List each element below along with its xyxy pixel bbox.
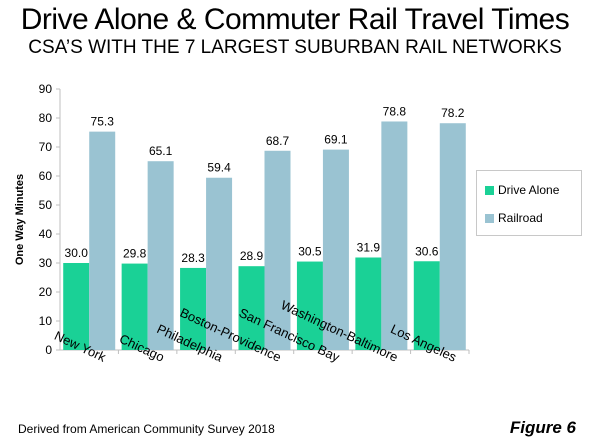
bar-railroad-los-angeles bbox=[439, 123, 466, 350]
y-tick-label: 60 bbox=[39, 169, 53, 183]
data-label-railroad-chicago: 65.1 bbox=[149, 144, 173, 158]
y-tick-label: 0 bbox=[45, 343, 52, 357]
chart-title: Drive Alone & Commuter Rail Travel Times bbox=[20, 3, 570, 36]
bar-railroad-chicago bbox=[147, 161, 174, 350]
data-label-railroad-san-francisco-bay: 69.1 bbox=[324, 133, 348, 147]
data-label-drive-alone-new-york: 30.0 bbox=[65, 246, 89, 260]
y-tick-label: 10 bbox=[39, 314, 53, 328]
y-tick-label: 30 bbox=[39, 256, 53, 270]
bar-drive-alone-boston-providence bbox=[238, 266, 265, 350]
legend-item-drive-alone: Drive Alone bbox=[485, 182, 559, 198]
data-label-railroad-new-york: 75.3 bbox=[91, 115, 115, 129]
data-label-railroad-los-angeles: 78.2 bbox=[441, 106, 465, 120]
data-label-railroad-washington-baltimore: 78.8 bbox=[383, 104, 407, 118]
source-note: Derived from American Community Survey 2… bbox=[18, 422, 275, 436]
bar-railroad-washington-baltimore bbox=[381, 121, 408, 350]
data-label-drive-alone-boston-providence: 28.9 bbox=[240, 249, 264, 263]
legend-item-railroad: Railroad bbox=[485, 210, 543, 226]
data-label-drive-alone-philadelphia: 28.3 bbox=[181, 251, 205, 265]
data-label-railroad-philadelphia: 59.4 bbox=[207, 161, 231, 175]
data-label-drive-alone-los-angeles: 30.6 bbox=[415, 244, 439, 258]
data-label-drive-alone-chicago: 29.8 bbox=[123, 247, 147, 261]
bar-drive-alone-chicago bbox=[121, 263, 148, 350]
legend-label-railroad: Railroad bbox=[498, 211, 543, 225]
bar-drive-alone-philadelphia bbox=[180, 267, 207, 350]
y-tick-label: 70 bbox=[39, 140, 53, 154]
y-tick-label: 40 bbox=[39, 227, 53, 241]
bar-drive-alone-washington-baltimore bbox=[355, 257, 382, 350]
bar-railroad-new-york bbox=[89, 131, 116, 350]
bar-railroad-san-francisco-bay bbox=[322, 149, 349, 350]
y-axis-title: One Way Minutes bbox=[14, 174, 26, 265]
legend-swatch-railroad bbox=[485, 213, 494, 223]
data-label-drive-alone-san-francisco-bay: 30.5 bbox=[298, 245, 322, 259]
y-tick-label: 90 bbox=[39, 82, 53, 96]
data-label-drive-alone-washington-baltimore: 31.9 bbox=[357, 240, 381, 254]
bar-drive-alone-new-york bbox=[63, 263, 90, 350]
bar-drive-alone-san-francisco-bay bbox=[296, 261, 323, 350]
legend-swatch-drive-alone bbox=[485, 185, 494, 195]
chart-legend: Drive Alone Railroad bbox=[476, 170, 582, 236]
y-tick-label: 80 bbox=[39, 111, 53, 125]
bar-railroad-philadelphia bbox=[206, 177, 233, 350]
data-label-railroad-boston-providence: 68.7 bbox=[266, 134, 290, 148]
y-tick-label: 50 bbox=[39, 198, 53, 212]
chart-subtitle: CSA’S WITH THE 7 LARGEST SUBURBAN RAIL N… bbox=[28, 37, 562, 58]
bar-railroad-boston-providence bbox=[264, 150, 291, 350]
bar-drive-alone-los-angeles bbox=[413, 261, 440, 350]
figure-label: Figure 6 bbox=[509, 418, 576, 437]
legend-label-drive-alone: Drive Alone bbox=[498, 183, 560, 197]
y-tick-label: 20 bbox=[39, 285, 53, 299]
